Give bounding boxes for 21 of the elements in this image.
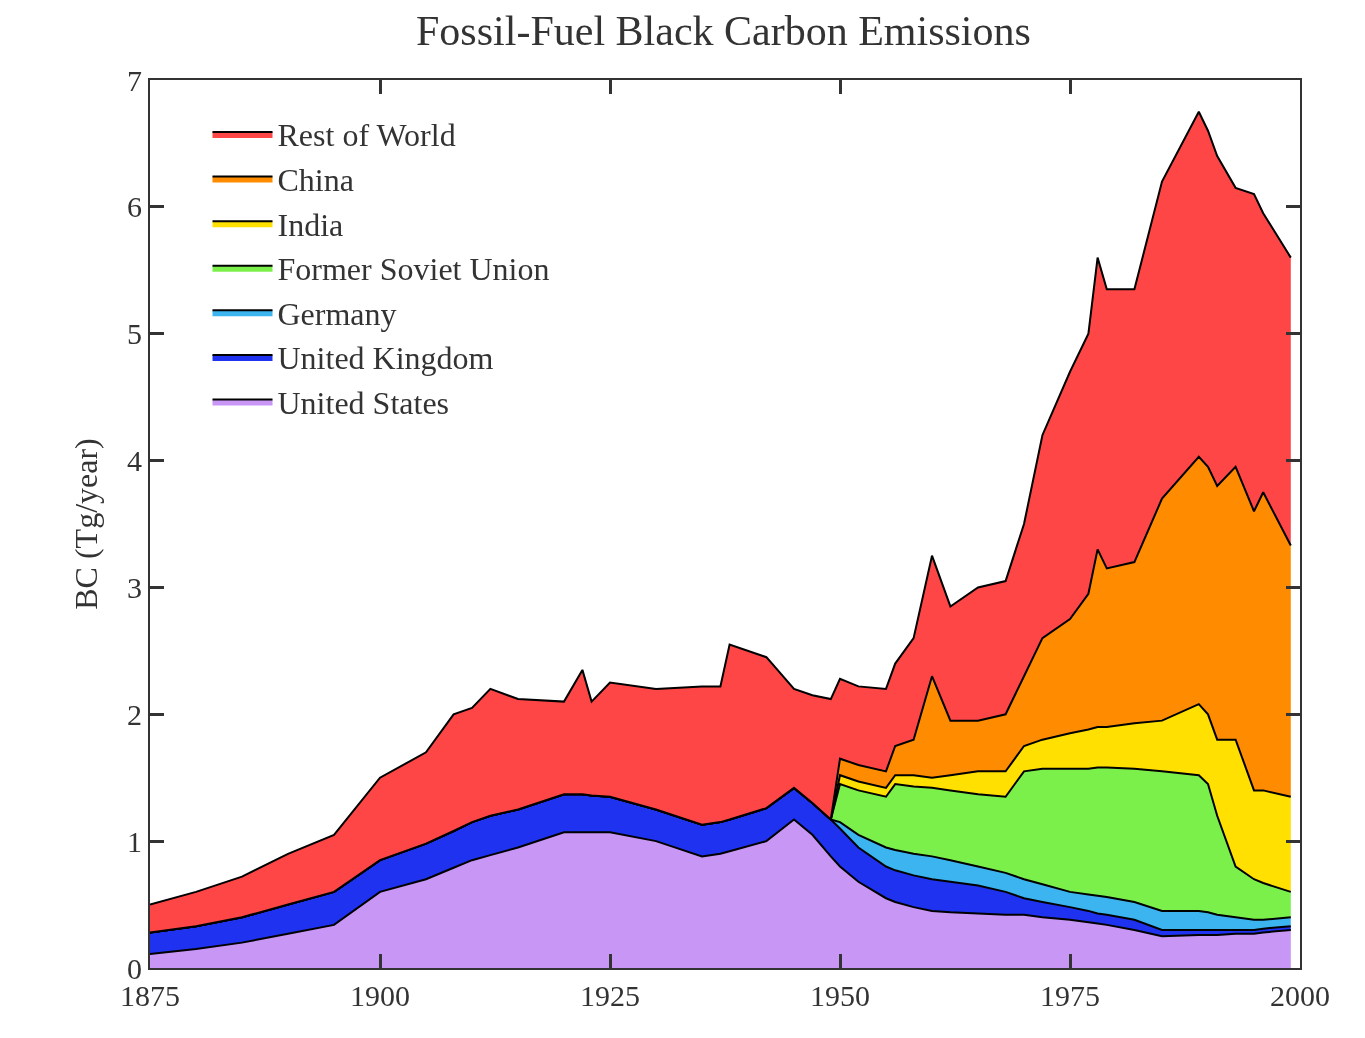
y-tick-label: 6: [127, 190, 142, 224]
x-tick-label: 2000: [1270, 979, 1330, 1012]
legend-label: United Kingdom: [277, 340, 494, 377]
y-tick-label: 2: [127, 697, 142, 731]
y-tick-label: 4: [127, 444, 142, 478]
x-tick-label: 1925: [580, 979, 640, 1012]
x-tick-label: 1950: [810, 979, 870, 1012]
y-tick-label: 1: [127, 824, 142, 858]
legend-label: India: [277, 206, 344, 243]
x-tick-label: 1900: [350, 979, 410, 1012]
legend-label: Rest of World: [277, 117, 456, 154]
chart-title: Fossil-Fuel Black Carbon Emissions: [416, 7, 1031, 54]
y-axis-title: BC (Tg/year): [67, 438, 104, 610]
legend-label: Former Soviet Union: [277, 251, 550, 288]
x-tick-label: 1975: [1040, 979, 1100, 1012]
y-tick-label: 7: [127, 63, 142, 97]
y-tick-label: 5: [127, 317, 142, 351]
legend-label: China: [277, 162, 354, 199]
legend-label: United States: [277, 385, 450, 422]
y-tick-label: 3: [127, 570, 142, 604]
legend-label: Germany: [277, 295, 397, 332]
